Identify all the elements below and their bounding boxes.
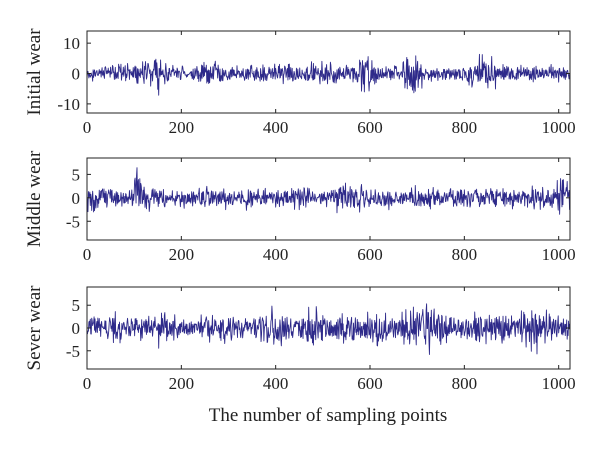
y-tick-label: 0 <box>72 319 81 338</box>
y-tick-label: 5 <box>72 165 81 184</box>
x-tick-label: 800 <box>452 374 478 393</box>
y-tick-label: -10 <box>57 95 80 114</box>
x-tick-label: 600 <box>357 374 383 393</box>
y-axis-label-3: Sever wear <box>24 285 45 371</box>
x-tick-label: 1000 <box>542 245 576 264</box>
x-tick-label: 800 <box>452 118 478 137</box>
signal-line-3 <box>86 303 571 355</box>
x-tick-label: 200 <box>169 374 195 393</box>
axes-frame-1 <box>86 30 571 114</box>
x-tick-label: 1000 <box>542 118 576 137</box>
x-tick-label: 200 <box>169 118 195 137</box>
y-tick-label: 10 <box>63 34 80 53</box>
axes-frame-2 <box>86 157 571 241</box>
y-tick-label: -5 <box>66 342 80 361</box>
x-tick-label: 0 <box>83 118 92 137</box>
x-tick-label: 400 <box>263 374 289 393</box>
y-tick-label: 5 <box>72 296 81 315</box>
y-axis-label-2: Middle wear <box>24 150 45 247</box>
x-tick-label: 0 <box>83 374 92 393</box>
x-tick-label: 600 <box>357 118 383 137</box>
x-tick-label: 400 <box>263 118 289 137</box>
y-tick-label: 0 <box>72 189 81 208</box>
signal-line-1 <box>86 53 571 96</box>
y-axis-label-1: Initial wear <box>24 28 45 116</box>
signal-line-2 <box>86 167 571 215</box>
x-tick-label: 800 <box>452 245 478 264</box>
y-tick-label: 0 <box>72 65 81 84</box>
x-tick-label: 600 <box>357 245 383 264</box>
x-axis-label: The number of sampling points <box>209 405 448 426</box>
x-tick-label: 0 <box>83 245 92 264</box>
x-tick-label: 400 <box>263 245 289 264</box>
x-tick-label: 200 <box>169 245 195 264</box>
x-tick-label: 1000 <box>542 374 576 393</box>
y-tick-label: -5 <box>66 212 80 231</box>
